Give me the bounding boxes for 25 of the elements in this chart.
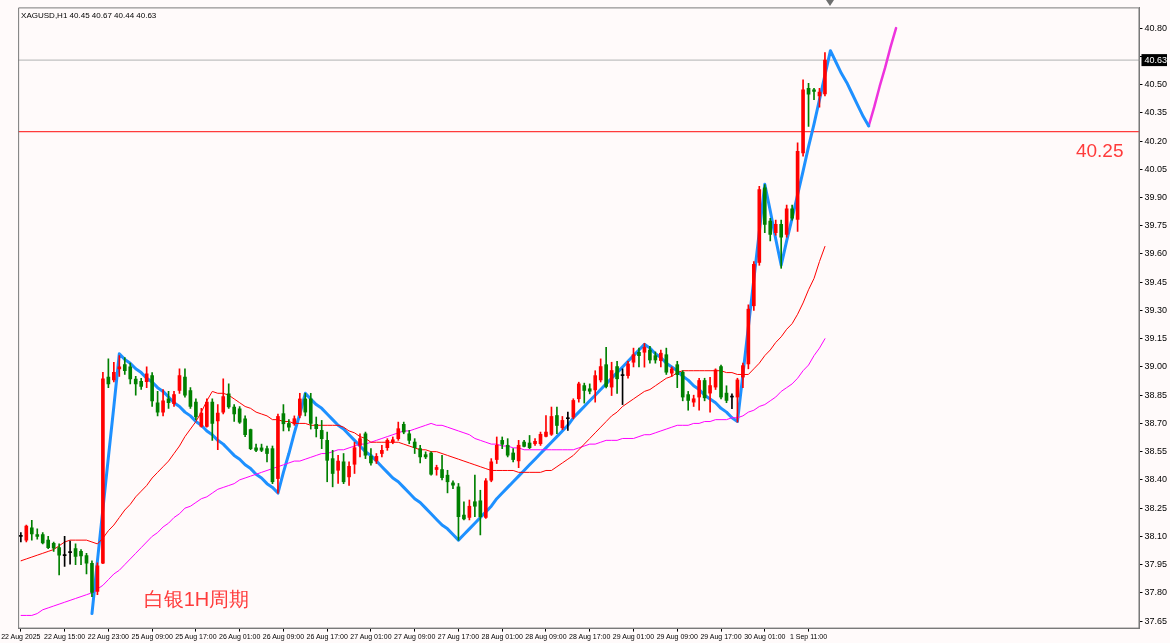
y-tick-label: 40.05 [1144, 163, 1168, 174]
y-tick-label: 38.55 [1144, 446, 1168, 457]
y-tick-label: 39.60 [1144, 248, 1168, 259]
y-tick-label: 37.80 [1144, 587, 1168, 598]
chart-title: XAGUSD,H1 40.45 40.67 40.44 40.63 [21, 10, 157, 20]
ref-line-label: 40.25 [1075, 139, 1124, 161]
y-tick-label: 38.40 [1144, 474, 1168, 485]
y-tick-label: 40.80 [1144, 22, 1168, 33]
y-tick-label: 38.25 [1144, 502, 1168, 513]
y-tick-label: 38.85 [1144, 389, 1168, 400]
y-tick-label: 39.15 [1144, 333, 1168, 344]
y-tick-label: 40.50 [1144, 79, 1168, 90]
y-tick-label: 37.95 [1144, 559, 1168, 570]
y-tick-label: 39.90 [1144, 192, 1168, 203]
y-tick-label: 38.10 [1144, 530, 1168, 541]
y-tick-label: 39.30 [1144, 304, 1168, 315]
y-tick-label: 39.75 [1144, 220, 1168, 231]
y-tick-label: 40.35 [1144, 107, 1168, 118]
annotation: 白银1H周期 [143, 588, 250, 611]
ref-line-label: 40.63 [1144, 54, 1168, 65]
y-tick-label: 39.45 [1144, 276, 1168, 287]
y-tick-label: 39.00 [1144, 361, 1168, 372]
y-tick-label: 37.65 [1144, 615, 1168, 626]
y-tick-label: 38.70 [1144, 417, 1168, 428]
y-tick-label: 40.20 [1144, 135, 1168, 146]
